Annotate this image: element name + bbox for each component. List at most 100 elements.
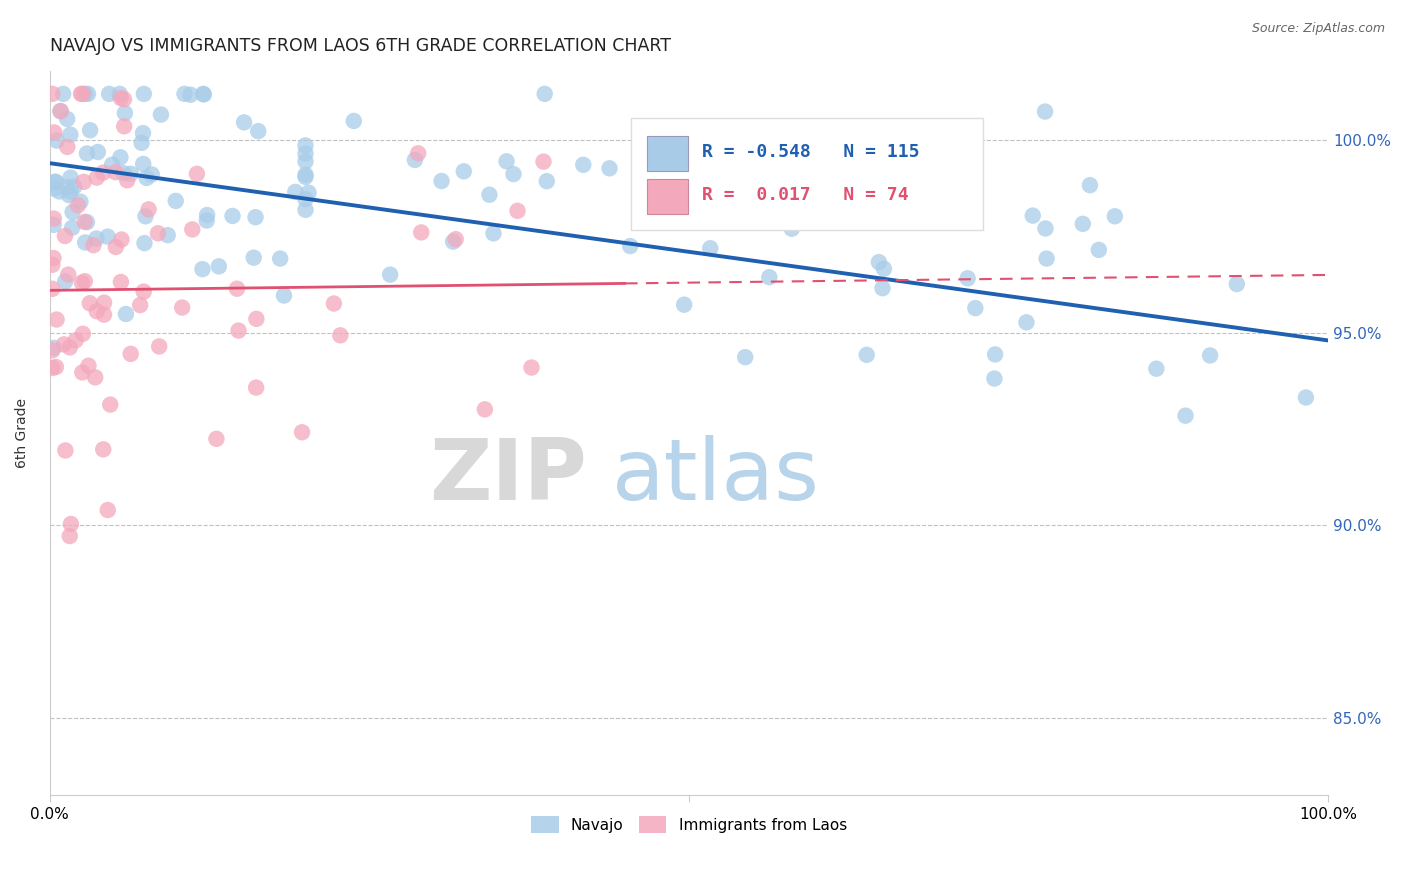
Point	[173, 87, 195, 101]
Text: R = -0.548   N = 115: R = -0.548 N = 115	[702, 143, 920, 161]
Point	[1226, 277, 1249, 291]
Point	[72, 326, 94, 341]
Point	[984, 347, 1007, 361]
Point	[572, 158, 595, 172]
Point	[115, 307, 138, 321]
Point	[112, 120, 135, 134]
Point	[506, 203, 529, 218]
Point	[41, 282, 63, 296]
Point	[73, 274, 96, 288]
Point	[120, 347, 142, 361]
Point	[1035, 252, 1057, 266]
Point	[956, 271, 979, 285]
Point	[138, 202, 160, 217]
Point	[1199, 348, 1222, 362]
Point	[284, 185, 307, 199]
Point	[245, 211, 267, 225]
Point	[441, 235, 464, 249]
Point	[59, 529, 82, 543]
Point	[41, 258, 63, 272]
Point	[297, 186, 319, 200]
Legend: Navajo, Immigrants from Laos: Navajo, Immigrants from Laos	[524, 810, 853, 839]
Point	[148, 339, 170, 353]
Y-axis label: 6th Grade: 6th Grade	[15, 398, 30, 468]
Point	[53, 274, 76, 288]
Point	[149, 107, 172, 121]
Point	[132, 87, 155, 101]
Point	[60, 220, 83, 235]
Point	[44, 125, 66, 139]
Point	[77, 359, 100, 373]
Point	[45, 175, 67, 189]
Point	[226, 282, 249, 296]
Point	[872, 281, 894, 295]
Point	[291, 425, 314, 440]
Point	[191, 262, 214, 277]
Point	[482, 227, 505, 241]
Point	[855, 348, 877, 362]
Point	[56, 140, 79, 154]
Point	[228, 324, 250, 338]
Point	[195, 208, 218, 222]
Point	[79, 296, 101, 310]
Point	[41, 87, 63, 101]
Point	[294, 192, 316, 206]
Point	[45, 312, 67, 326]
Point	[59, 340, 82, 354]
Point	[91, 442, 114, 457]
Point	[45, 134, 67, 148]
Point	[294, 138, 316, 153]
Point	[70, 87, 93, 101]
Point	[134, 236, 156, 251]
Point	[146, 227, 169, 241]
Point	[699, 241, 721, 255]
Point	[141, 168, 163, 182]
Point	[120, 167, 142, 181]
Bar	[647, 136, 688, 170]
Point	[233, 115, 256, 129]
Point	[66, 198, 89, 212]
Point	[93, 295, 115, 310]
Point	[520, 360, 543, 375]
Point	[430, 174, 453, 188]
Point	[110, 275, 132, 289]
Point	[1022, 209, 1045, 223]
Point	[478, 187, 501, 202]
Point	[205, 432, 228, 446]
Point	[59, 185, 82, 199]
Text: Source: ZipAtlas.com: Source: ZipAtlas.com	[1251, 22, 1385, 36]
Point	[82, 238, 104, 252]
Point	[112, 92, 135, 106]
Point	[1033, 104, 1056, 119]
Point	[131, 136, 153, 150]
Text: ZIP: ZIP	[429, 435, 586, 518]
Point	[651, 193, 673, 207]
Point	[53, 229, 76, 244]
Point	[79, 123, 101, 137]
Point	[195, 213, 218, 227]
Point	[717, 199, 740, 213]
Point	[444, 232, 467, 246]
Point	[273, 288, 295, 302]
Point	[86, 304, 108, 318]
Text: R =  0.017   N = 74: R = 0.017 N = 74	[702, 186, 908, 204]
Point	[97, 503, 120, 517]
Point	[42, 211, 65, 226]
Point	[873, 261, 896, 276]
Point	[533, 154, 555, 169]
Point	[156, 228, 179, 243]
Point	[110, 91, 132, 105]
Point	[63, 179, 86, 194]
Point	[1174, 409, 1197, 423]
Point	[983, 371, 1005, 385]
Point	[84, 370, 107, 384]
Point	[59, 516, 82, 531]
Point	[965, 301, 987, 315]
Point	[98, 398, 121, 412]
Point	[76, 215, 98, 229]
Point	[758, 270, 780, 285]
Point	[165, 194, 187, 208]
Point	[98, 87, 121, 101]
Point	[59, 128, 82, 142]
Point	[294, 168, 316, 182]
